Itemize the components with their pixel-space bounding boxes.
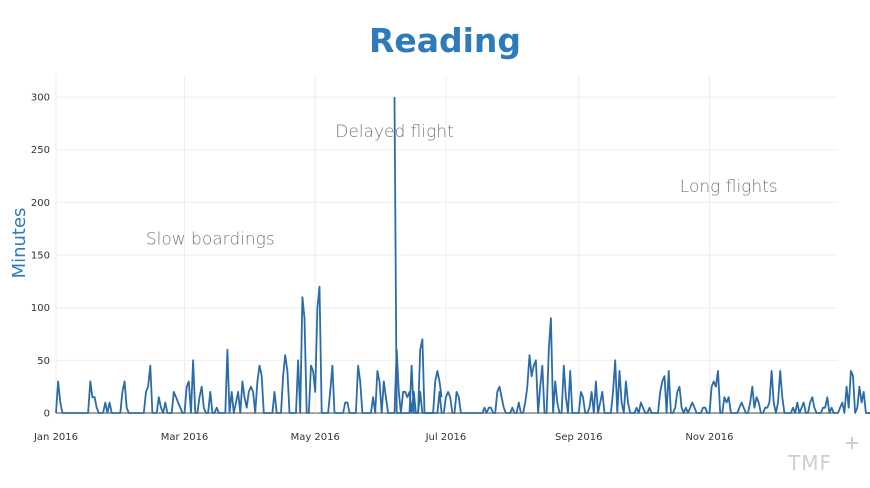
annotations: Delayed flight Slow boardings Long flights: [146, 122, 778, 249]
y-tick-label: 300: [31, 93, 50, 104]
plus-icon: [846, 437, 858, 449]
x-tick-label: Sep 2016: [555, 432, 602, 443]
series-layer: [55, 97, 870, 414]
y-tick-label: 100: [31, 303, 50, 314]
y-tick-label: 150: [31, 251, 50, 262]
series-line: [393, 97, 870, 414]
x-tick-label: Nov 2016: [685, 432, 733, 443]
y-tick-label: 50: [37, 356, 50, 367]
x-tick-label: Mar 2016: [161, 432, 209, 443]
logo-text: TMF: [787, 451, 832, 475]
y-tick-label: 0: [44, 409, 50, 420]
chart-title: Reading: [369, 21, 521, 60]
x-tick-label: Jul 2016: [425, 432, 467, 443]
annotation-label: Delayed flight: [335, 122, 453, 142]
axis-ticks: 0 50 100 150 200 250 300 Jan 2016 Mar 2016 May 20…: [31, 93, 734, 443]
x-tick-label: Jan 2016: [33, 432, 78, 443]
annotation-label: Slow boardings: [146, 230, 275, 250]
y-tick-label: 250: [31, 145, 50, 156]
gridlines: [55, 76, 838, 414]
tmf-logo: TMF: [787, 437, 858, 475]
x-tick-label: May 2016: [291, 432, 340, 443]
series-line: [55, 285, 443, 414]
annotation-label: Long flights: [680, 177, 778, 197]
y-tick-label: 200: [31, 198, 50, 209]
y-axis-label: Minutes: [9, 208, 30, 279]
